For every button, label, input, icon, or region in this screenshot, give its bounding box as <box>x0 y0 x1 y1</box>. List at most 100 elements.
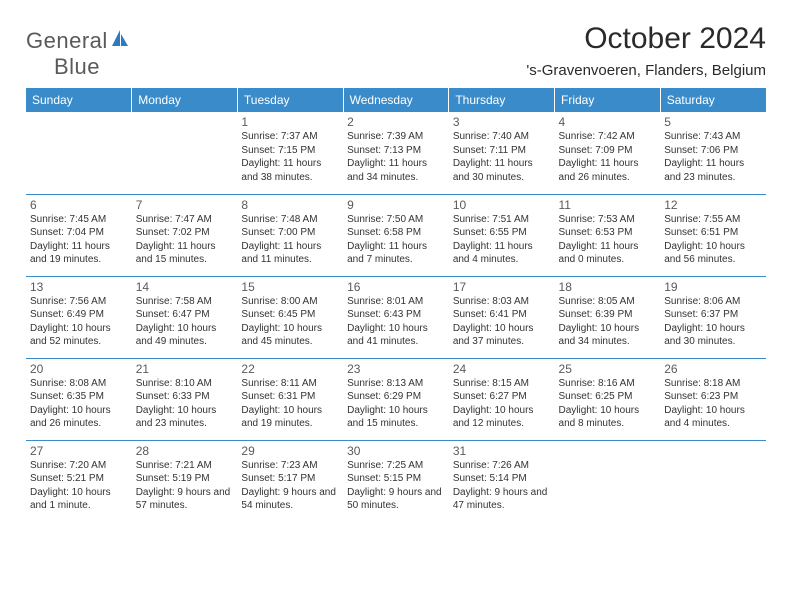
day-number: 11 <box>559 198 657 212</box>
day-number: 4 <box>559 115 657 129</box>
day-info: Sunrise: 8:00 AMSunset: 6:45 PMDaylight:… <box>241 295 339 349</box>
weekday-header: Thursday <box>449 88 555 112</box>
day-number: 27 <box>30 444 128 458</box>
calendar-week-row: 1Sunrise: 7:37 AMSunset: 7:15 PMDaylight… <box>26 112 766 194</box>
day-info: Sunrise: 8:06 AMSunset: 6:37 PMDaylight:… <box>664 295 762 349</box>
day-number: 24 <box>453 362 551 376</box>
day-number: 23 <box>347 362 445 376</box>
location: 's-Gravenvoeren, Flanders, Belgium <box>526 62 766 79</box>
day-info: Sunrise: 7:26 AMSunset: 5:14 PMDaylight:… <box>453 459 551 513</box>
calendar-cell: 18Sunrise: 8:05 AMSunset: 6:39 PMDayligh… <box>555 276 661 358</box>
day-number: 19 <box>664 280 762 294</box>
title-block: October 2024 's-Gravenvoeren, Flanders, … <box>526 22 766 79</box>
logo-text-1: General <box>26 28 108 53</box>
day-number: 5 <box>664 115 762 129</box>
calendar-cell: 15Sunrise: 8:00 AMSunset: 6:45 PMDayligh… <box>237 276 343 358</box>
day-number: 17 <box>453 280 551 294</box>
day-number: 22 <box>241 362 339 376</box>
day-number: 7 <box>136 198 234 212</box>
calendar-week-row: 13Sunrise: 7:56 AMSunset: 6:49 PMDayligh… <box>26 276 766 358</box>
day-info: Sunrise: 7:23 AMSunset: 5:17 PMDaylight:… <box>241 459 339 513</box>
calendar-cell: 29Sunrise: 7:23 AMSunset: 5:17 PMDayligh… <box>237 440 343 522</box>
calendar-cell: 19Sunrise: 8:06 AMSunset: 6:37 PMDayligh… <box>660 276 766 358</box>
day-info: Sunrise: 8:01 AMSunset: 6:43 PMDaylight:… <box>347 295 445 349</box>
day-info: Sunrise: 7:25 AMSunset: 5:15 PMDaylight:… <box>347 459 445 513</box>
calendar-cell: 7Sunrise: 7:47 AMSunset: 7:02 PMDaylight… <box>132 194 238 276</box>
day-number: 30 <box>347 444 445 458</box>
day-number: 14 <box>136 280 234 294</box>
day-info: Sunrise: 8:15 AMSunset: 6:27 PMDaylight:… <box>453 377 551 431</box>
day-number: 26 <box>664 362 762 376</box>
calendar-cell-empty <box>26 112 132 194</box>
day-info: Sunrise: 8:10 AMSunset: 6:33 PMDaylight:… <box>136 377 234 431</box>
calendar-cell: 12Sunrise: 7:55 AMSunset: 6:51 PMDayligh… <box>660 194 766 276</box>
day-info: Sunrise: 7:50 AMSunset: 6:58 PMDaylight:… <box>347 213 445 267</box>
calendar-cell: 8Sunrise: 7:48 AMSunset: 7:00 PMDaylight… <box>237 194 343 276</box>
calendar-cell: 3Sunrise: 7:40 AMSunset: 7:11 PMDaylight… <box>449 112 555 194</box>
weekday-header: Sunday <box>26 88 132 112</box>
day-info: Sunrise: 8:05 AMSunset: 6:39 PMDaylight:… <box>559 295 657 349</box>
day-info: Sunrise: 7:21 AMSunset: 5:19 PMDaylight:… <box>136 459 234 513</box>
weekday-header: Friday <box>555 88 661 112</box>
calendar-cell: 6Sunrise: 7:45 AMSunset: 7:04 PMDaylight… <box>26 194 132 276</box>
day-info: Sunrise: 8:11 AMSunset: 6:31 PMDaylight:… <box>241 377 339 431</box>
day-number: 13 <box>30 280 128 294</box>
day-info: Sunrise: 7:45 AMSunset: 7:04 PMDaylight:… <box>30 213 128 267</box>
day-number: 29 <box>241 444 339 458</box>
calendar-cell: 31Sunrise: 7:26 AMSunset: 5:14 PMDayligh… <box>449 440 555 522</box>
calendar-cell: 11Sunrise: 7:53 AMSunset: 6:53 PMDayligh… <box>555 194 661 276</box>
day-info: Sunrise: 7:51 AMSunset: 6:55 PMDaylight:… <box>453 213 551 267</box>
day-number: 20 <box>30 362 128 376</box>
day-number: 1 <box>241 115 339 129</box>
day-number: 16 <box>347 280 445 294</box>
calendar-cell: 14Sunrise: 7:58 AMSunset: 6:47 PMDayligh… <box>132 276 238 358</box>
day-info: Sunrise: 7:20 AMSunset: 5:21 PMDaylight:… <box>30 459 128 513</box>
day-number: 3 <box>453 115 551 129</box>
day-number: 25 <box>559 362 657 376</box>
day-number: 28 <box>136 444 234 458</box>
day-info: Sunrise: 7:56 AMSunset: 6:49 PMDaylight:… <box>30 295 128 349</box>
day-info: Sunrise: 7:37 AMSunset: 7:15 PMDaylight:… <box>241 130 339 184</box>
calendar-week-row: 6Sunrise: 7:45 AMSunset: 7:04 PMDaylight… <box>26 194 766 276</box>
calendar-cell-empty <box>660 440 766 522</box>
weekday-header: Tuesday <box>237 88 343 112</box>
logo-sail-icon <box>110 28 130 53</box>
day-number: 18 <box>559 280 657 294</box>
weekday-header: Wednesday <box>343 88 449 112</box>
day-number: 12 <box>664 198 762 212</box>
day-number: 21 <box>136 362 234 376</box>
calendar-week-row: 27Sunrise: 7:20 AMSunset: 5:21 PMDayligh… <box>26 440 766 522</box>
calendar-cell: 20Sunrise: 8:08 AMSunset: 6:35 PMDayligh… <box>26 358 132 440</box>
day-info: Sunrise: 7:55 AMSunset: 6:51 PMDaylight:… <box>664 213 762 267</box>
day-info: Sunrise: 7:48 AMSunset: 7:00 PMDaylight:… <box>241 213 339 267</box>
day-info: Sunrise: 8:18 AMSunset: 6:23 PMDaylight:… <box>664 377 762 431</box>
calendar-cell: 26Sunrise: 8:18 AMSunset: 6:23 PMDayligh… <box>660 358 766 440</box>
logo-text-2: Blue <box>54 54 100 79</box>
day-number: 15 <box>241 280 339 294</box>
calendar-table: SundayMondayTuesdayWednesdayThursdayFrid… <box>26 88 766 522</box>
day-info: Sunrise: 8:13 AMSunset: 6:29 PMDaylight:… <box>347 377 445 431</box>
calendar-cell: 5Sunrise: 7:43 AMSunset: 7:06 PMDaylight… <box>660 112 766 194</box>
day-info: Sunrise: 8:08 AMSunset: 6:35 PMDaylight:… <box>30 377 128 431</box>
calendar-cell: 27Sunrise: 7:20 AMSunset: 5:21 PMDayligh… <box>26 440 132 522</box>
logo: General Blue <box>26 28 130 80</box>
weekday-header: Monday <box>132 88 238 112</box>
day-info: Sunrise: 7:40 AMSunset: 7:11 PMDaylight:… <box>453 130 551 184</box>
calendar-cell: 13Sunrise: 7:56 AMSunset: 6:49 PMDayligh… <box>26 276 132 358</box>
day-info: Sunrise: 8:16 AMSunset: 6:25 PMDaylight:… <box>559 377 657 431</box>
day-info: Sunrise: 8:03 AMSunset: 6:41 PMDaylight:… <box>453 295 551 349</box>
day-info: Sunrise: 7:39 AMSunset: 7:13 PMDaylight:… <box>347 130 445 184</box>
calendar-week-row: 20Sunrise: 8:08 AMSunset: 6:35 PMDayligh… <box>26 358 766 440</box>
calendar-cell: 4Sunrise: 7:42 AMSunset: 7:09 PMDaylight… <box>555 112 661 194</box>
day-number: 31 <box>453 444 551 458</box>
month-title: October 2024 <box>526 22 766 56</box>
calendar-cell-empty <box>132 112 238 194</box>
calendar-cell: 23Sunrise: 8:13 AMSunset: 6:29 PMDayligh… <box>343 358 449 440</box>
calendar-cell: 22Sunrise: 8:11 AMSunset: 6:31 PMDayligh… <box>237 358 343 440</box>
day-number: 10 <box>453 198 551 212</box>
calendar-cell: 21Sunrise: 8:10 AMSunset: 6:33 PMDayligh… <box>132 358 238 440</box>
calendar-cell: 30Sunrise: 7:25 AMSunset: 5:15 PMDayligh… <box>343 440 449 522</box>
calendar-cell: 24Sunrise: 8:15 AMSunset: 6:27 PMDayligh… <box>449 358 555 440</box>
calendar-cell: 25Sunrise: 8:16 AMSunset: 6:25 PMDayligh… <box>555 358 661 440</box>
calendar-cell: 9Sunrise: 7:50 AMSunset: 6:58 PMDaylight… <box>343 194 449 276</box>
